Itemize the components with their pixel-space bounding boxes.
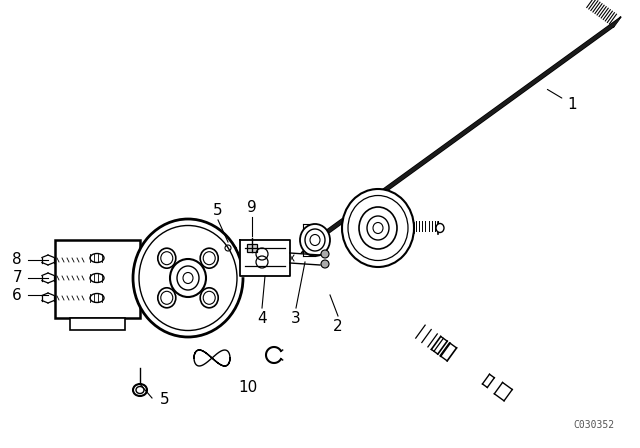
Ellipse shape (342, 189, 414, 267)
Text: 2: 2 (333, 319, 343, 334)
Bar (55, 240, 140, 318)
Text: 5: 5 (213, 203, 223, 218)
Text: C030352: C030352 (574, 420, 615, 430)
Text: 3: 3 (291, 311, 301, 326)
Ellipse shape (133, 219, 243, 337)
Text: 10: 10 (238, 380, 258, 396)
Ellipse shape (158, 248, 176, 268)
Text: 5: 5 (160, 392, 170, 408)
Bar (247, 244, 257, 252)
Text: 1: 1 (547, 90, 577, 112)
Polygon shape (240, 240, 290, 276)
Text: 6: 6 (12, 288, 22, 302)
Ellipse shape (436, 224, 444, 233)
Polygon shape (303, 19, 619, 251)
Ellipse shape (170, 259, 206, 297)
Text: 9: 9 (247, 200, 257, 215)
Circle shape (321, 260, 329, 268)
Ellipse shape (200, 248, 218, 268)
Ellipse shape (305, 229, 325, 251)
Circle shape (321, 250, 329, 258)
Ellipse shape (133, 384, 147, 396)
Text: 4: 4 (257, 311, 267, 326)
Ellipse shape (359, 207, 397, 249)
Text: 7: 7 (12, 271, 22, 285)
Ellipse shape (200, 288, 218, 308)
Ellipse shape (158, 288, 176, 308)
Ellipse shape (300, 224, 330, 256)
Text: 8: 8 (12, 253, 22, 267)
Bar (70, 318, 125, 330)
